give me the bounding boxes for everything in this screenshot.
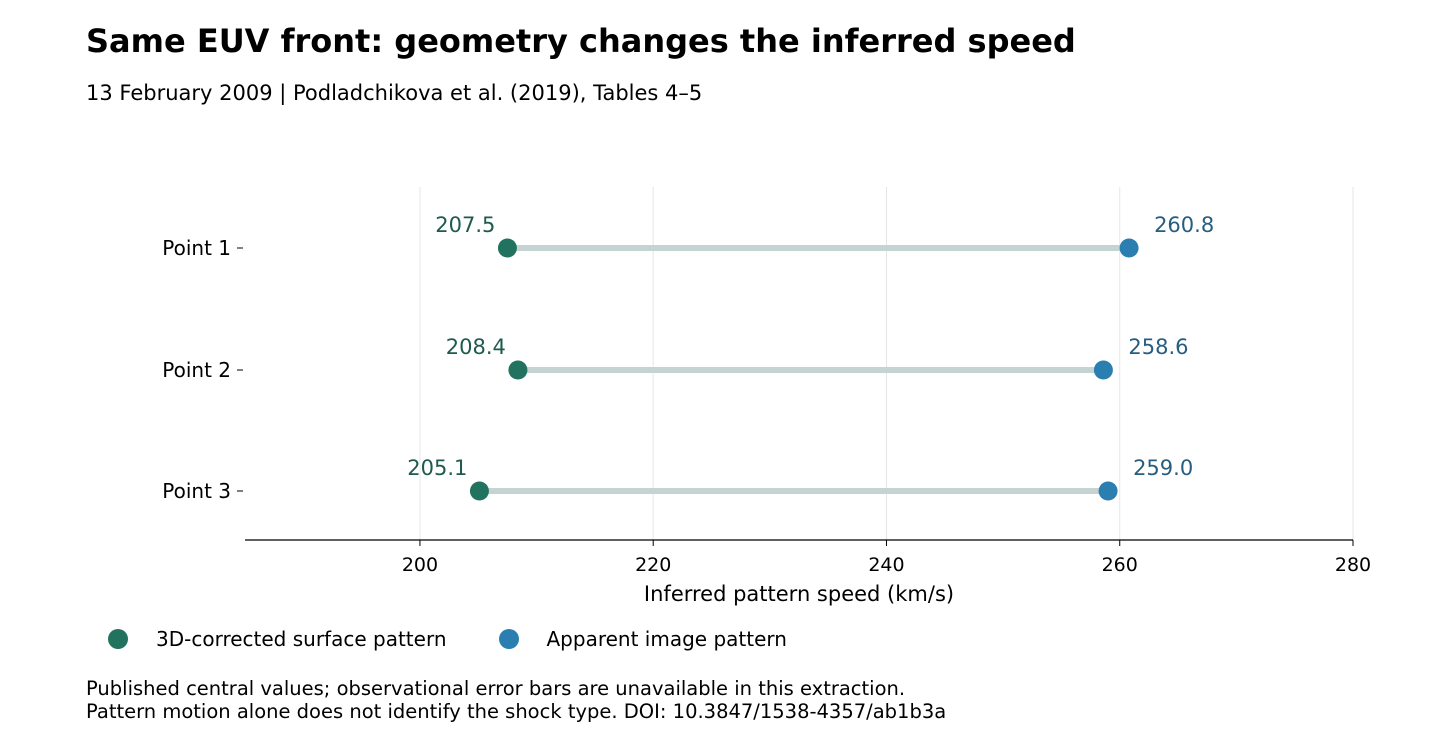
row-point-3: 205.1 259.0 xyxy=(407,456,1193,501)
value-label-corrected-point-2: 208.4 xyxy=(446,335,506,359)
value-label-apparent-point-3: 259.0 xyxy=(1133,456,1193,480)
footnote-line-2: Pattern motion alone does not identify t… xyxy=(86,700,947,723)
value-label-corrected-point-1: 207.5 xyxy=(435,213,495,237)
value-label-apparent-point-2: 258.6 xyxy=(1128,335,1188,359)
x-tick-label-280: 280 xyxy=(1335,554,1371,576)
x-tick-label-260: 260 xyxy=(1102,554,1138,576)
value-label-apparent-point-1: 260.8 xyxy=(1154,213,1214,237)
y-tick-label-point-3: Point 3 xyxy=(162,479,231,503)
chart-title: Same EUV front: geometry changes the inf… xyxy=(86,22,1076,60)
marker-corrected-point-2 xyxy=(508,360,528,380)
legend-swatch-apparent xyxy=(498,629,519,649)
legend-swatch-corrected xyxy=(108,629,128,649)
legend-item-corrected: 3D-corrected surface pattern xyxy=(108,627,447,651)
x-tick-label-200: 200 xyxy=(402,554,438,576)
chart-subtitle: 13 February 2009 | Podladchikova et al. … xyxy=(86,81,703,105)
dumbbell-chart: 200 220 240 260 280 Inferred pattern speed (k… xyxy=(162,187,1371,606)
y-tick-label-point-1: Point 1 xyxy=(162,236,231,260)
marker-apparent-point-1 xyxy=(1119,238,1139,258)
marker-apparent-point-2 xyxy=(1093,360,1113,380)
x-tick-label-240: 240 xyxy=(868,554,904,576)
legend-label-apparent: Apparent image pattern xyxy=(546,627,787,651)
footnote-line-1: Published central values; observational … xyxy=(86,677,906,700)
row-point-1: 207.5 260.8 xyxy=(435,213,1214,258)
marker-corrected-point-1 xyxy=(497,238,517,258)
gridlines xyxy=(419,187,1354,540)
x-axis: 200 220 240 260 280 Inferred pattern speed (k… xyxy=(245,539,1371,606)
value-label-corrected-point-3: 205.1 xyxy=(407,456,467,480)
x-axis-title: Inferred pattern speed (km/s) xyxy=(644,582,954,606)
marker-apparent-point-3 xyxy=(1098,481,1118,501)
footnotes: Published central values; observational … xyxy=(86,677,946,723)
marker-corrected-point-3 xyxy=(469,481,489,501)
y-tick-label-point-2: Point 2 xyxy=(162,358,231,382)
y-axis: Point 1 Point 2 Point 3 xyxy=(162,236,243,503)
row-point-2: 208.4 258.6 xyxy=(446,335,1189,380)
legend-label-corrected: 3D-corrected surface pattern xyxy=(156,627,447,651)
x-tick-label-220: 220 xyxy=(635,554,671,576)
legend: 3D-corrected surface pattern Apparent im… xyxy=(108,626,839,652)
legend-item-apparent: Apparent image pattern xyxy=(498,627,787,651)
